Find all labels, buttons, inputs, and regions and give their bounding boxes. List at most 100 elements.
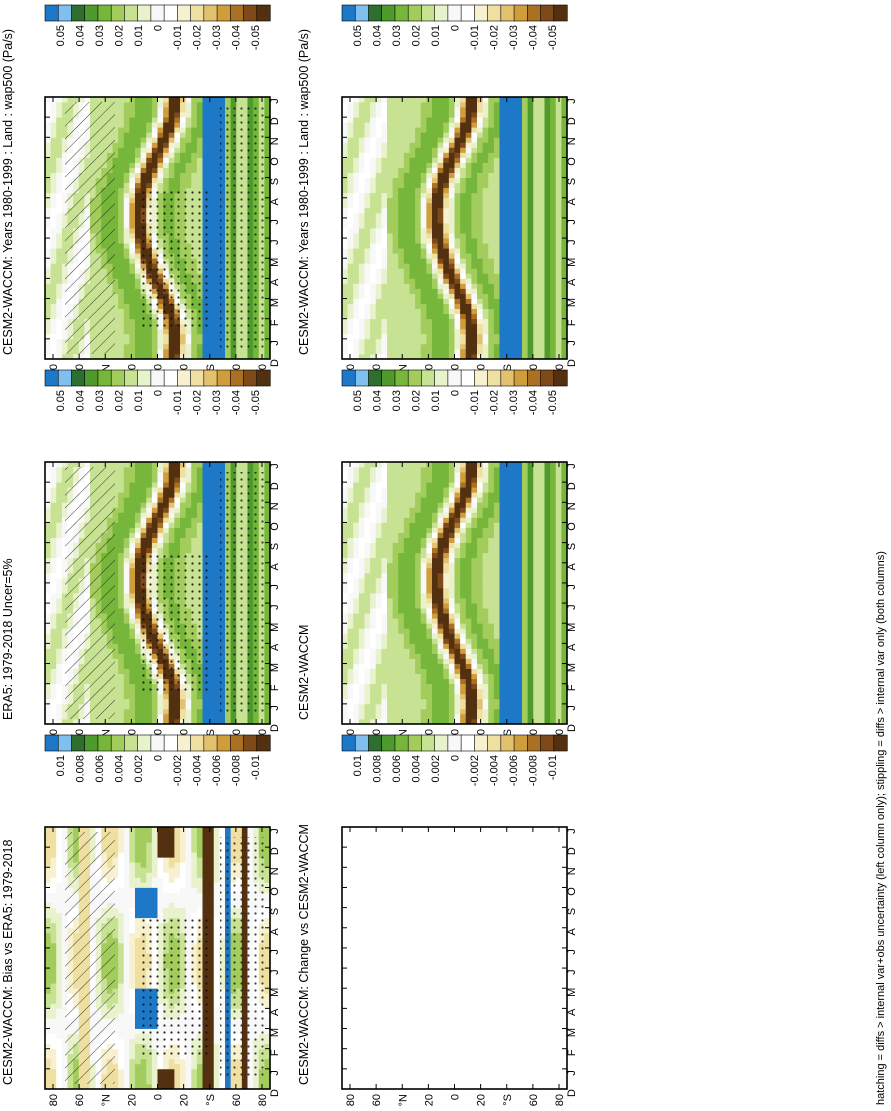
heatmap-cell bbox=[45, 1073, 52, 1080]
heatmap-cell bbox=[151, 693, 158, 700]
heatmap-cell bbox=[123, 197, 130, 204]
heatmap-cell bbox=[196, 477, 203, 483]
month-tick-label: J bbox=[269, 604, 281, 610]
heatmap-cell bbox=[45, 243, 52, 249]
heatmap-cell bbox=[191, 348, 198, 355]
heatmap-cell bbox=[208, 542, 215, 549]
heatmap-cell bbox=[163, 462, 170, 468]
heatmap-cell bbox=[180, 492, 187, 498]
heatmap-cell bbox=[61, 97, 68, 103]
heatmap-cell bbox=[208, 693, 215, 700]
heatmap-cell bbox=[56, 263, 63, 269]
heatmap-cell bbox=[45, 718, 52, 725]
heatmap-cell bbox=[151, 142, 158, 148]
heatmap-cell bbox=[84, 718, 91, 725]
colorbar-label: -0.02 bbox=[192, 25, 204, 50]
heatmap-cell bbox=[123, 137, 130, 143]
heatmap-cell bbox=[191, 547, 198, 554]
heatmap-cell bbox=[196, 132, 203, 138]
heatmap-cell bbox=[135, 233, 142, 239]
heatmap-cell bbox=[174, 107, 181, 113]
heatmap-cell bbox=[50, 862, 57, 868]
heatmap-cell bbox=[264, 703, 271, 710]
heatmap-cell bbox=[135, 708, 142, 715]
heatmap-cell bbox=[208, 683, 215, 690]
heatmap-cell bbox=[118, 207, 125, 214]
heatmap-cell bbox=[185, 142, 192, 148]
heatmap-cell bbox=[191, 157, 198, 163]
heatmap-cell bbox=[129, 688, 136, 695]
heatmap-cell bbox=[163, 477, 170, 483]
heatmap-cell bbox=[247, 97, 254, 103]
heatmap-cell bbox=[123, 117, 130, 123]
heatmap-cell bbox=[50, 1038, 57, 1045]
heatmap-cell bbox=[61, 847, 68, 853]
heatmap-cell bbox=[264, 587, 271, 594]
heatmap-cell bbox=[118, 658, 125, 664]
heatmap-cell bbox=[202, 122, 209, 128]
heatmap-cell bbox=[174, 537, 181, 544]
heatmap-cell bbox=[56, 952, 63, 959]
heatmap-cell bbox=[123, 678, 130, 685]
heatmap-cell bbox=[50, 1063, 57, 1070]
heatmap-cell bbox=[61, 353, 68, 360]
heatmap-cell bbox=[50, 112, 57, 118]
heatmap-cell bbox=[191, 172, 198, 179]
heatmap-cell bbox=[135, 248, 142, 254]
heatmap-cell bbox=[112, 572, 119, 579]
heatmap-cell bbox=[196, 182, 203, 189]
heatmap-cell bbox=[50, 857, 57, 863]
heatmap-cell bbox=[129, 112, 136, 118]
heatmap-cell bbox=[56, 212, 63, 219]
heatmap-cell bbox=[135, 603, 142, 609]
heatmap-cell bbox=[123, 338, 130, 345]
heatmap-cell bbox=[253, 353, 260, 360]
heatmap-cell bbox=[45, 993, 52, 999]
heatmap-cell bbox=[140, 177, 147, 184]
heatmap-cell bbox=[180, 137, 187, 143]
heatmap-cell bbox=[123, 648, 130, 654]
heatmap-cell bbox=[264, 598, 271, 604]
heatmap-cell bbox=[129, 668, 136, 675]
heatmap-cell bbox=[112, 248, 119, 254]
heatmap-cell bbox=[253, 462, 260, 468]
heatmap-cell bbox=[56, 162, 63, 168]
heatmap-cell bbox=[129, 298, 136, 304]
colorbar-swatch bbox=[163, 4, 178, 22]
heatmap-cell bbox=[45, 278, 52, 284]
heatmap-cell bbox=[157, 517, 164, 523]
heatmap-cell bbox=[61, 217, 68, 224]
heatmap-cell bbox=[45, 238, 52, 244]
heatmap-cell bbox=[112, 713, 119, 720]
heatmap-cell bbox=[135, 122, 142, 128]
heatmap-cell bbox=[50, 608, 57, 614]
heatmap-cell bbox=[112, 1073, 119, 1080]
heatmap-cell bbox=[213, 703, 220, 710]
heatmap-cell bbox=[61, 663, 68, 669]
heatmap-cell bbox=[129, 633, 136, 639]
heatmap-cell bbox=[213, 663, 220, 669]
heatmap-cell bbox=[140, 547, 147, 554]
heatmap-cell bbox=[168, 537, 175, 544]
heatmap-cell bbox=[196, 502, 203, 508]
heatmap-cell bbox=[264, 497, 271, 503]
heatmap-cell bbox=[56, 847, 63, 853]
heatmap-cell bbox=[196, 482, 203, 488]
heatmap-cell bbox=[168, 147, 175, 153]
heatmap-cell bbox=[112, 308, 119, 315]
heatmap-cell bbox=[61, 837, 68, 843]
heatmap-cell bbox=[123, 582, 130, 589]
heatmap-cell bbox=[140, 537, 147, 544]
heatmap-cell bbox=[264, 298, 271, 304]
heatmap-cell bbox=[50, 323, 57, 330]
heatmap-cell bbox=[208, 582, 215, 589]
heatmap-cell bbox=[129, 628, 136, 634]
heatmap-cell bbox=[50, 1013, 57, 1019]
heatmap-cell bbox=[45, 1028, 52, 1034]
colorbar-label: 0.04 bbox=[74, 390, 86, 411]
heatmap-cell bbox=[264, 512, 271, 518]
heatmap-cell bbox=[258, 102, 265, 108]
heatmap-cell bbox=[112, 628, 119, 634]
heatmap-cell bbox=[129, 673, 136, 680]
heatmap-cell bbox=[208, 212, 215, 219]
